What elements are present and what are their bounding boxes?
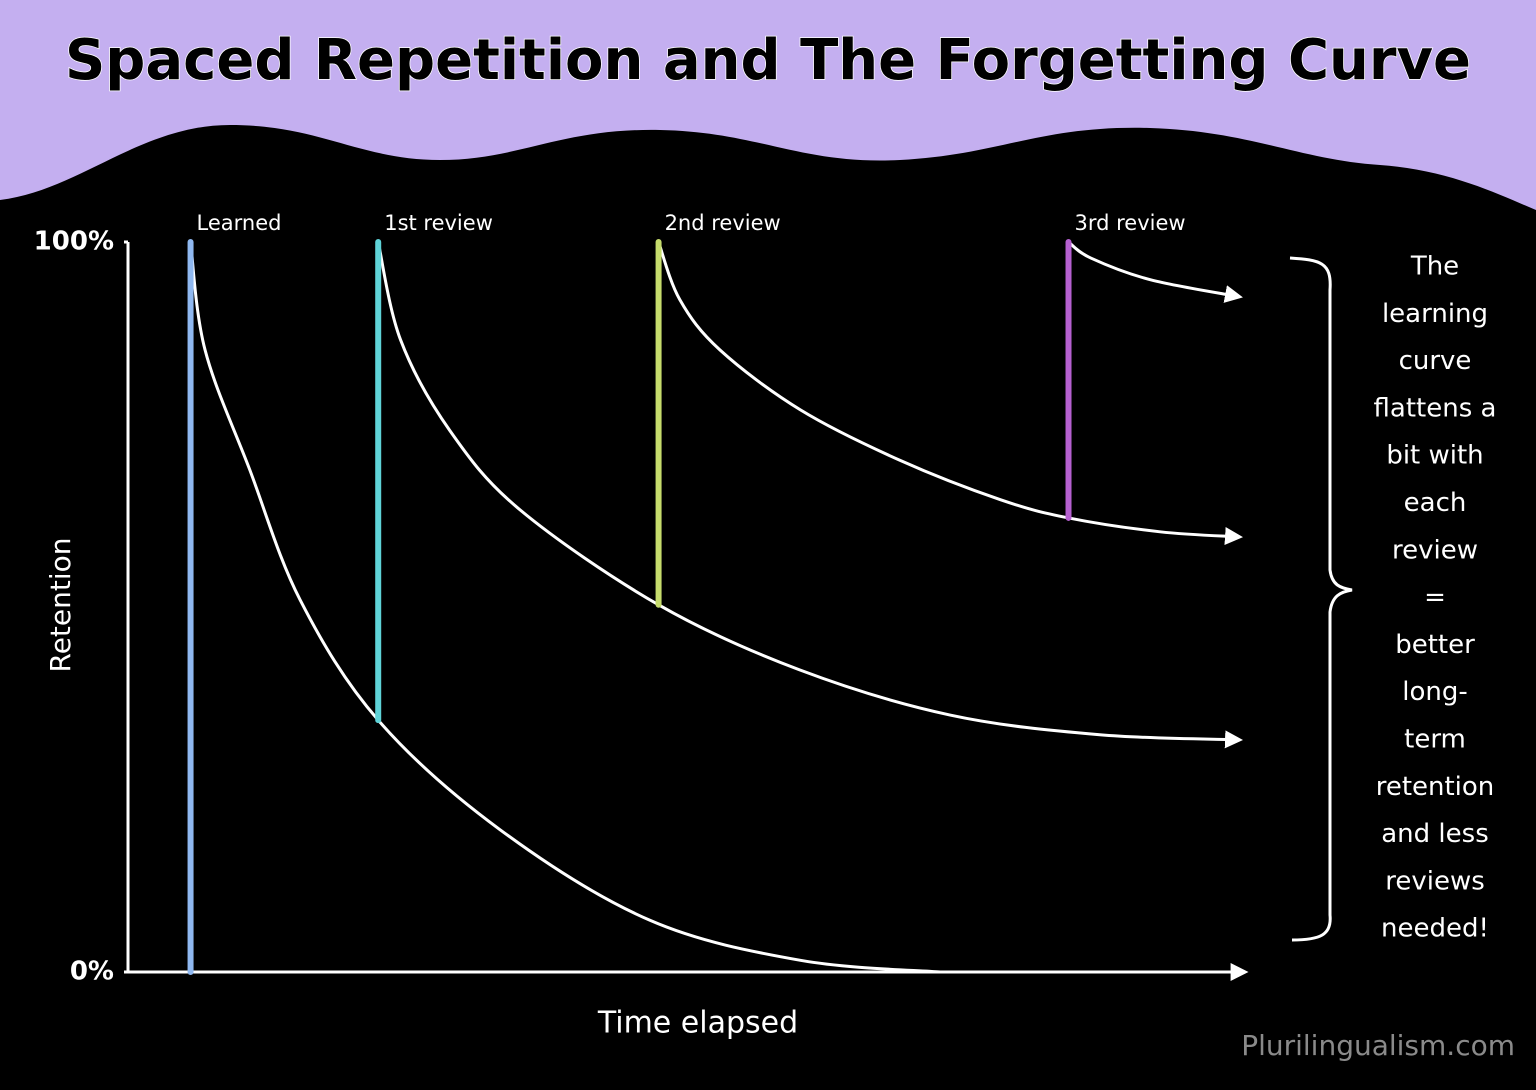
watermark: Plurilingualism.com: [1241, 1029, 1515, 1062]
annotation-line: The: [1410, 252, 1459, 282]
wave-background: [0, 125, 1536, 1086]
y-tick-label: 100%: [34, 227, 114, 257]
annotation-line: needed!: [1381, 914, 1489, 944]
annotation-line: reviews: [1385, 866, 1485, 896]
annotation-line: learning: [1382, 299, 1488, 329]
forgetting-curve: [657, 241, 1244, 545]
annotation-line: retention: [1376, 772, 1495, 802]
forgetting-curve: [376, 241, 1244, 749]
annotation-line: each: [1404, 488, 1467, 518]
review-label: 1st review: [384, 211, 493, 235]
review-label: 2nd review: [665, 211, 781, 235]
y-tick-label: 0%: [70, 957, 114, 987]
annotation-line: review: [1392, 535, 1478, 565]
review-label: 3rd review: [1075, 211, 1186, 235]
annotation-line: flattens a: [1374, 393, 1497, 423]
forgetting-curve: [1067, 240, 1243, 303]
annotation-line: curve: [1399, 346, 1472, 376]
annotation-line: better: [1395, 630, 1475, 660]
forgetting-curve: [189, 241, 941, 974]
annotation-line: long-: [1402, 677, 1468, 707]
review-label: Learned: [197, 211, 282, 235]
chart-title: Spaced Repetition and The Forgetting Cur…: [65, 28, 1471, 93]
y-axis-label: Retention: [44, 537, 77, 672]
annotation-line: bit with: [1386, 441, 1483, 471]
x-axis-label: Time elapsed: [597, 1006, 798, 1041]
annotation-line: =: [1424, 583, 1446, 613]
annotation-line: and less: [1381, 819, 1489, 849]
annotation-line: term: [1404, 725, 1466, 755]
bracket: [1289, 256, 1353, 942]
